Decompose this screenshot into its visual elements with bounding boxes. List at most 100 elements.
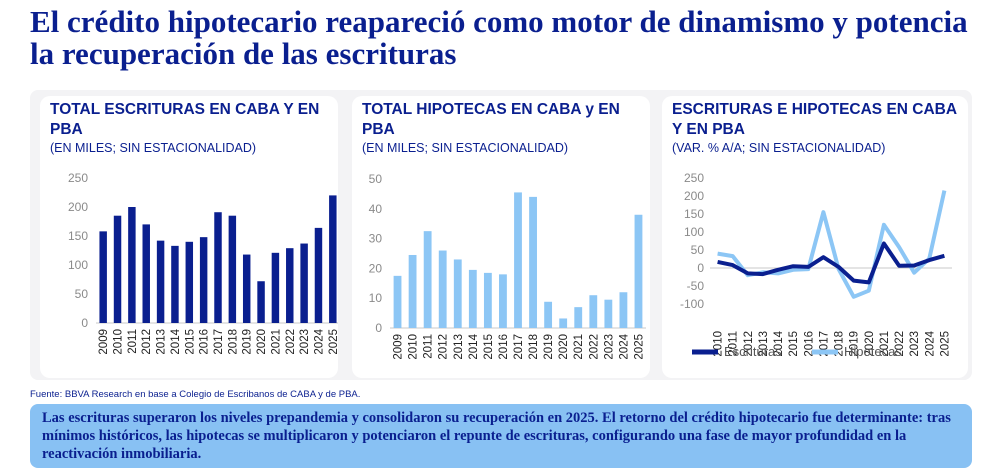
y-tick-label: 200	[684, 189, 704, 203]
y-tick-label: 100	[68, 258, 88, 272]
chart-title: ESCRITURAS E HIPOTECAS EN CABA Y EN PBA	[672, 101, 957, 138]
chart-panel-escrituras: TOTAL ESCRITURAS EN CABA Y EN PBA (EN MI…	[40, 96, 338, 378]
y-tick-label: 50	[691, 243, 705, 257]
bar	[228, 215, 237, 323]
x-tick-label: 2014	[773, 330, 785, 356]
series-line-hipotecas	[717, 190, 947, 299]
y-tick-label: 30	[369, 232, 383, 246]
x-tick-label: 2012	[438, 334, 450, 360]
bar	[242, 254, 251, 323]
y-tick-label: 150	[68, 229, 88, 243]
x-tick-label: 2016	[199, 329, 211, 355]
bar	[529, 196, 537, 328]
y-tick-label: 0	[697, 261, 704, 275]
x-tick-label: 2014	[468, 333, 480, 359]
summary-box: Las escrituras superaron los niveles pre…	[30, 404, 972, 468]
series-line-escrituras	[717, 241, 945, 285]
x-tick-label: 2013	[156, 329, 168, 355]
x-tick-label: 2015	[483, 334, 495, 360]
bar	[559, 318, 568, 328]
x-tick-label: 2011	[127, 329, 139, 354]
bar	[483, 272, 492, 328]
x-tick-label: 2022	[894, 331, 906, 357]
x-tick-label: 2018	[227, 329, 239, 355]
bar	[393, 275, 402, 328]
x-tick-label: 2017	[213, 329, 225, 355]
x-tick-label: 2019	[242, 329, 254, 355]
bar	[214, 212, 222, 323]
y-tick-label: -100	[680, 297, 704, 311]
bar	[619, 292, 628, 328]
x-tick-label: 2015	[788, 331, 800, 357]
bar	[423, 231, 432, 328]
chart-subtitle: (EN MILES; SIN ESTACIONALIDAD)	[50, 141, 257, 155]
x-tick-label: 2010	[408, 334, 420, 360]
x-tick-label: 2011	[728, 331, 740, 356]
x-tick-label: 2023	[909, 331, 921, 357]
x-tick-label: 2013	[758, 331, 770, 357]
x-tick-label: 2022	[588, 334, 600, 360]
bar	[156, 240, 165, 323]
y-tick-label: 20	[369, 261, 383, 275]
x-tick-label: 2019	[543, 334, 555, 360]
x-tick-label: 2020	[864, 331, 876, 357]
x-tick-label: 2021	[270, 329, 282, 355]
bar	[257, 281, 265, 323]
x-tick-label: 2020	[256, 329, 268, 355]
x-tick-label: 2025	[328, 329, 338, 355]
bar	[468, 269, 477, 328]
bar	[286, 248, 294, 323]
x-tick-label: 2010	[113, 329, 125, 355]
y-tick-label: 0	[375, 321, 382, 335]
x-tick-label: 2015	[184, 329, 196, 355]
bar	[271, 252, 280, 323]
bar	[199, 237, 208, 323]
bar	[113, 215, 122, 323]
x-tick-label: 2012	[141, 329, 153, 355]
bar	[185, 241, 194, 323]
x-tick-label: 2016	[498, 334, 510, 360]
x-tick-label: 2021	[573, 334, 585, 360]
chart-title: TOTAL ESCRITURAS EN CABA Y EN PBA	[50, 101, 320, 138]
bar	[99, 231, 107, 323]
bar	[453, 259, 462, 328]
bar	[499, 274, 507, 328]
legend-label: Hipotecas	[844, 344, 902, 359]
bar	[604, 299, 613, 328]
y-tick-label: 10	[369, 291, 383, 305]
y-tick-label: 250	[68, 171, 88, 185]
x-tick-label: 2014	[170, 328, 182, 354]
x-tick-label: 2020	[558, 334, 570, 360]
y-tick-label: 200	[68, 200, 88, 214]
bar	[544, 301, 553, 328]
y-tick-label: 150	[684, 207, 704, 221]
chart-panel-hipotecas: TOTAL HIPOTECAS EN CABA y EN PBA (EN MIL…	[352, 96, 650, 378]
y-tick-label: 100	[684, 225, 704, 239]
bar	[314, 227, 323, 323]
chart-panel-variacion: ESCRITURAS E HIPOTECAS EN CABA Y EN PBA …	[662, 96, 968, 378]
x-tick-label: 2022	[285, 329, 297, 355]
chart-subtitle: (EN MILES; SIN ESTACIONALIDAD)	[362, 141, 569, 155]
x-tick-label: 2011	[423, 334, 435, 359]
x-tick-label: 2023	[299, 329, 311, 355]
x-tick-label: 2018	[528, 334, 540, 360]
bar	[408, 254, 417, 328]
x-tick-label: 2025	[633, 334, 645, 360]
legend-label: Escrituras	[724, 344, 782, 359]
bar	[142, 224, 150, 323]
x-tick-label: 2009	[393, 334, 405, 360]
y-tick-label: 40	[369, 202, 383, 216]
bar	[300, 243, 308, 323]
chart-subtitle: (VAR. % A/A; SIN ESTACIONALIDAD)	[672, 141, 886, 155]
x-tick-label: 2024	[313, 328, 325, 354]
chart-title: TOTAL HIPOTECAS EN CABA y EN PBA	[362, 101, 620, 138]
y-tick-label: 0	[81, 316, 88, 330]
x-tick-label: 2017	[513, 334, 525, 360]
y-tick-label: -50	[687, 279, 705, 293]
y-tick-label: 50	[75, 287, 89, 301]
bar	[171, 245, 179, 323]
bar	[589, 295, 598, 328]
